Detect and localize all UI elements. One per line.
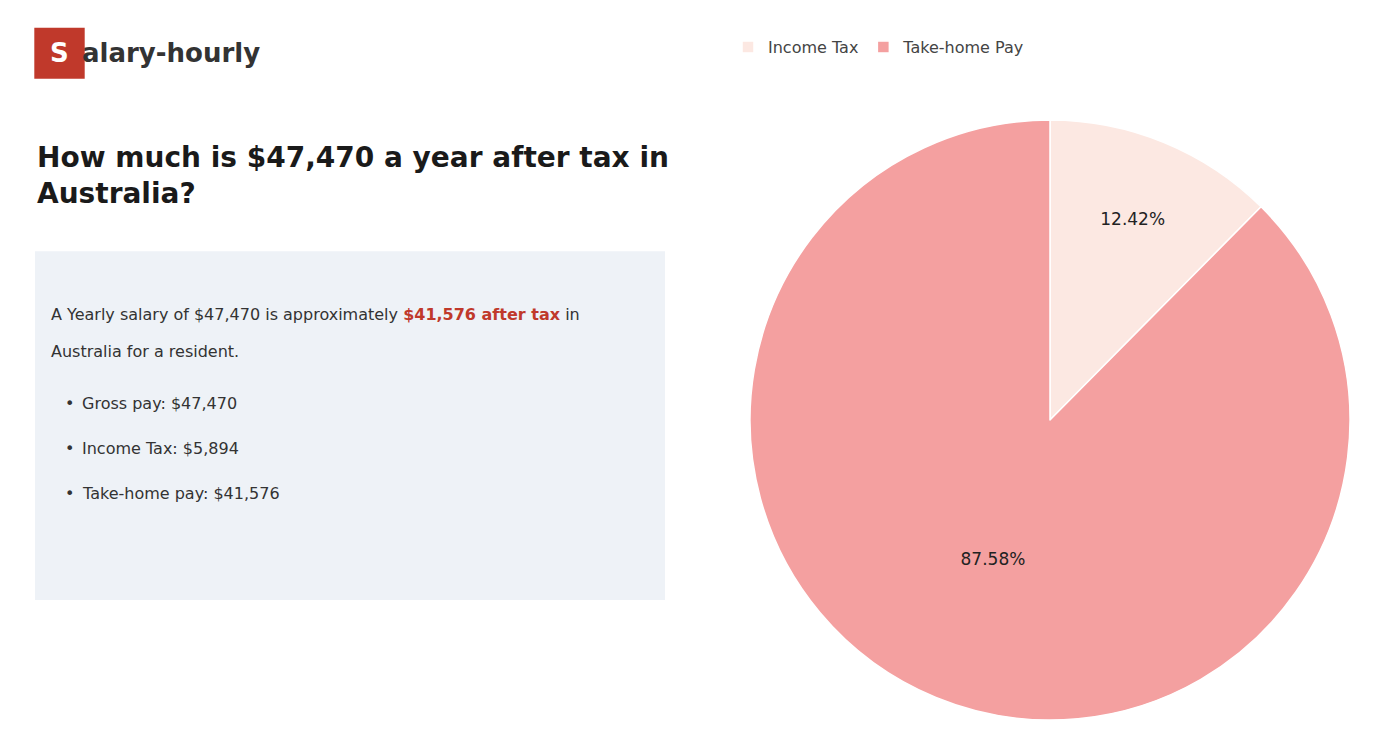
svg-text:Gross pay: $47,470: Gross pay: $47,470 xyxy=(82,394,237,413)
svg-text:Australia for a resident.: Australia for a resident. xyxy=(51,342,239,361)
svg-text:•: • xyxy=(65,439,74,458)
svg-text:•: • xyxy=(65,394,74,413)
svg-text:S: S xyxy=(50,38,69,68)
svg-text:87.58%: 87.58% xyxy=(961,549,1026,569)
svg-text:Income Tax: Income Tax xyxy=(768,38,858,57)
svg-text:A Yearly salary of $47,470 is: A Yearly salary of $47,470 is approximat… xyxy=(51,305,580,324)
svg-text:Income Tax: $5,894: Income Tax: $5,894 xyxy=(82,439,239,458)
svg-text:•: • xyxy=(65,484,74,503)
svg-text:How much is $47,470 a year aft: How much is $47,470 a year after tax inA… xyxy=(37,141,669,210)
svg-text:Take-home Pay: Take-home Pay xyxy=(902,38,1023,57)
svg-text:12.42%: 12.42% xyxy=(1100,209,1165,229)
svg-text:Take-home pay: $41,576: Take-home pay: $41,576 xyxy=(82,484,280,503)
svg-text:alary-hourly: alary-hourly xyxy=(82,38,260,68)
